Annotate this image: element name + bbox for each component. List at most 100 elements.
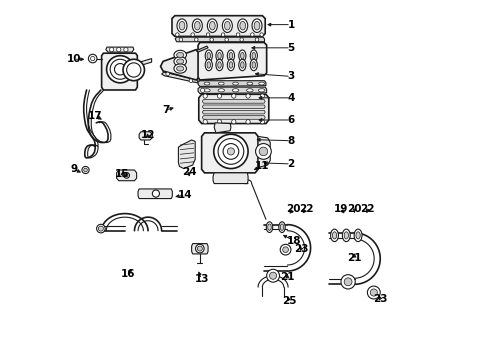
Ellipse shape <box>240 53 244 59</box>
Circle shape <box>217 120 221 124</box>
Polygon shape <box>102 53 137 90</box>
Ellipse shape <box>176 59 183 64</box>
Polygon shape <box>198 81 265 86</box>
Circle shape <box>125 174 128 177</box>
Circle shape <box>98 226 103 231</box>
Circle shape <box>83 168 87 172</box>
Polygon shape <box>258 136 270 167</box>
Text: 19: 19 <box>333 204 347 214</box>
Text: 20: 20 <box>286 204 301 214</box>
Polygon shape <box>198 94 268 123</box>
Text: 8: 8 <box>287 136 294 146</box>
Text: 3: 3 <box>287 71 294 81</box>
Polygon shape <box>191 244 207 254</box>
Ellipse shape <box>217 53 221 59</box>
Polygon shape <box>160 50 200 80</box>
Ellipse shape <box>344 232 348 239</box>
Circle shape <box>282 247 288 252</box>
Ellipse shape <box>240 21 245 30</box>
Ellipse shape <box>216 59 223 71</box>
Polygon shape <box>214 123 230 133</box>
Text: 7: 7 <box>162 105 169 115</box>
Circle shape <box>259 33 263 36</box>
Circle shape <box>88 54 97 63</box>
Text: 16: 16 <box>121 269 135 279</box>
Circle shape <box>165 72 169 76</box>
Circle shape <box>250 33 254 36</box>
Circle shape <box>206 33 209 36</box>
Polygon shape <box>213 173 247 184</box>
Text: 4: 4 <box>286 93 294 103</box>
Circle shape <box>227 148 234 155</box>
Ellipse shape <box>238 59 245 71</box>
Polygon shape <box>202 116 264 119</box>
Ellipse shape <box>209 21 215 30</box>
Text: 23: 23 <box>372 294 386 303</box>
Ellipse shape <box>353 229 361 242</box>
Circle shape <box>195 244 203 253</box>
Ellipse shape <box>266 222 272 233</box>
Circle shape <box>179 38 183 41</box>
Circle shape <box>203 120 207 124</box>
Text: 6: 6 <box>287 115 294 125</box>
Ellipse shape <box>218 89 224 92</box>
Text: 23: 23 <box>293 244 307 253</box>
Polygon shape <box>198 42 266 80</box>
Circle shape <box>269 272 276 279</box>
Polygon shape <box>178 140 195 168</box>
Ellipse shape <box>251 19 262 32</box>
Ellipse shape <box>250 50 257 62</box>
Circle shape <box>231 120 235 124</box>
Circle shape <box>266 269 279 282</box>
Circle shape <box>366 286 380 299</box>
Text: 2: 2 <box>287 159 294 169</box>
Ellipse shape <box>280 224 283 230</box>
Text: 17: 17 <box>88 111 102 121</box>
Polygon shape <box>202 100 264 103</box>
Text: 11: 11 <box>254 161 268 171</box>
Text: 24: 24 <box>182 167 196 177</box>
Circle shape <box>203 94 207 98</box>
Ellipse shape <box>176 53 183 58</box>
Circle shape <box>245 120 250 124</box>
Ellipse shape <box>232 82 238 85</box>
Ellipse shape <box>206 62 210 68</box>
Text: 14: 14 <box>178 190 192 200</box>
Text: 20: 20 <box>346 204 361 214</box>
Ellipse shape <box>179 21 184 30</box>
Ellipse shape <box>174 64 186 73</box>
Circle shape <box>126 63 141 77</box>
Text: 21: 21 <box>280 272 294 282</box>
Polygon shape <box>139 132 152 140</box>
Ellipse shape <box>330 229 338 242</box>
Circle shape <box>209 38 213 41</box>
Circle shape <box>344 278 351 286</box>
Circle shape <box>236 33 240 36</box>
Ellipse shape <box>218 82 224 85</box>
Circle shape <box>369 289 377 296</box>
Ellipse shape <box>206 53 210 59</box>
Circle shape <box>97 224 105 233</box>
Circle shape <box>109 48 114 52</box>
Ellipse shape <box>267 224 271 230</box>
Polygon shape <box>196 46 207 52</box>
Ellipse shape <box>246 82 252 85</box>
Circle shape <box>223 144 238 159</box>
Polygon shape <box>201 133 258 173</box>
Text: 10: 10 <box>66 54 81 64</box>
Ellipse shape <box>205 59 212 71</box>
Text: 25: 25 <box>281 296 296 306</box>
Circle shape <box>217 94 221 98</box>
Ellipse shape <box>176 66 183 71</box>
Ellipse shape <box>251 53 255 59</box>
Ellipse shape <box>278 222 285 233</box>
Ellipse shape <box>203 82 209 85</box>
Circle shape <box>231 94 235 98</box>
Circle shape <box>221 33 224 36</box>
Circle shape <box>123 172 129 178</box>
Circle shape <box>240 38 243 41</box>
Ellipse shape <box>227 50 234 62</box>
Ellipse shape <box>232 89 238 92</box>
Ellipse shape <box>207 19 217 32</box>
Circle shape <box>255 38 258 41</box>
